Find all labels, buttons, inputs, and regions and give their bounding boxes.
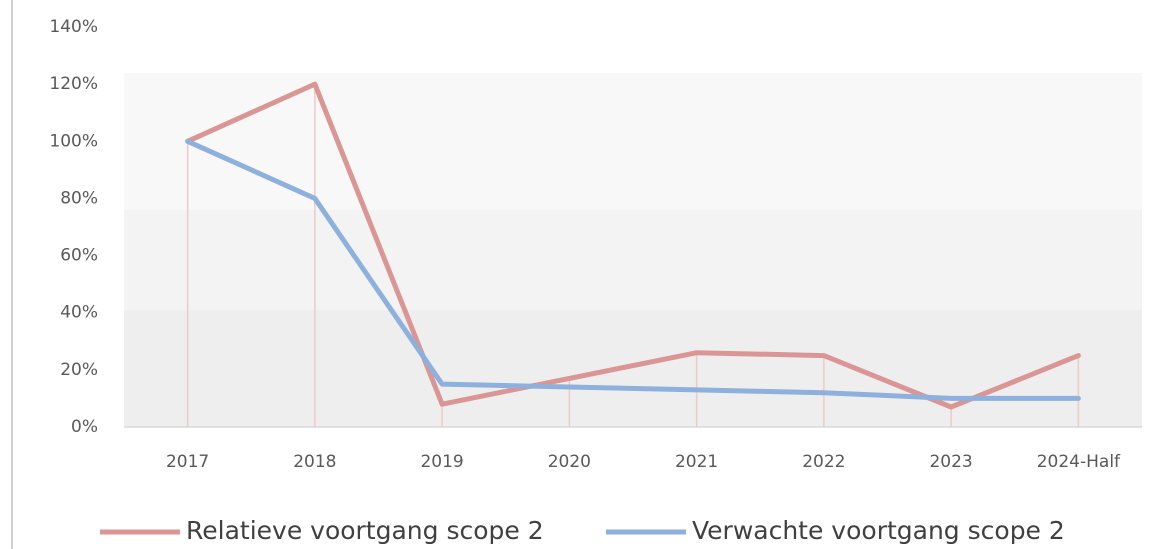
legend-label: Relatieve voortgang scope 2	[186, 516, 544, 545]
y-tick-label: 60%	[60, 246, 98, 266]
x-tick-label: 2024-Half	[1037, 452, 1121, 472]
x-tick-label: 2017	[166, 452, 209, 472]
y-tick-label: 80%	[60, 188, 98, 208]
y-tick-label: 40%	[60, 303, 98, 323]
plot-band	[124, 310, 1142, 427]
y-tick-label: 140%	[49, 17, 98, 37]
y-tick-label: 120%	[49, 74, 98, 94]
plot-band	[124, 210, 1142, 310]
y-tick-label: 20%	[60, 360, 98, 380]
y-tick-label: 100%	[49, 131, 98, 151]
x-tick-label: 2023	[929, 452, 972, 472]
x-tick-label: 2022	[802, 452, 845, 472]
y-tick-label: 0%	[71, 417, 98, 437]
legend-label: Verwachte voortgang scope 2	[692, 516, 1065, 545]
x-tick-label: 2021	[675, 452, 718, 472]
series-line	[185, 138, 1081, 401]
x-tick-label: 2018	[293, 452, 336, 472]
x-tick-label: 2019	[420, 452, 463, 472]
x-tick-label: 2020	[548, 452, 591, 472]
plot-band	[124, 73, 1142, 210]
